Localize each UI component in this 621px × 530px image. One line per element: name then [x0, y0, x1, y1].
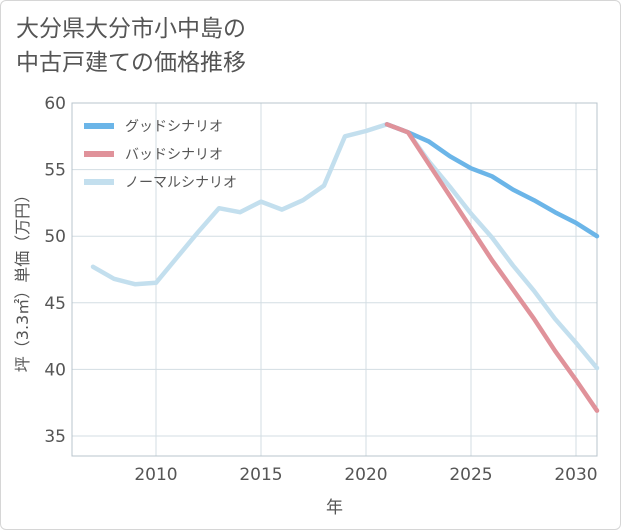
chart-title-line2: 中古戸建ての価格推移 [16, 50, 246, 76]
x-tick-label: 2020 [344, 465, 387, 485]
x-tick-label: 2025 [449, 465, 492, 485]
legend-label-0: グッドシナリオ [125, 119, 223, 135]
series-lines [90, 122, 600, 413]
series-line-2 [90, 122, 600, 371]
grid [72, 102, 597, 456]
tick-labels: 35 40 45 50 55 60 2010 2015 2020 2025 2030 [44, 94, 597, 485]
y-tick-label: 35 [44, 427, 66, 447]
x-tick-label: 2015 [239, 465, 282, 485]
chart-title-line1: 大分県大分市小中島の [16, 16, 246, 42]
x-axis-label: 年 [326, 498, 343, 518]
series-line-0 [384, 122, 600, 239]
y-tick-label: 40 [44, 360, 66, 380]
axes [71, 102, 598, 457]
x-tick-label: 2030 [554, 465, 597, 485]
y-axis-label: 坪（3.3㎡）単価（万円） [13, 187, 32, 372]
y-tick-label: 60 [44, 94, 66, 114]
y-tick-label: 45 [44, 294, 66, 314]
legend-label-2: ノーマルシナリオ [125, 175, 237, 191]
x-tick-label: 2010 [134, 465, 177, 485]
chart-title: 大分県大分市小中島の 中古戸建ての価格推移 [16, 12, 246, 80]
y-tick-label: 50 [44, 227, 66, 247]
plot-area-border [71, 102, 598, 457]
y-tick-label: 55 [44, 161, 66, 181]
series-line-1 [384, 122, 600, 413]
legend-label-1: バッドシナリオ [125, 147, 223, 163]
